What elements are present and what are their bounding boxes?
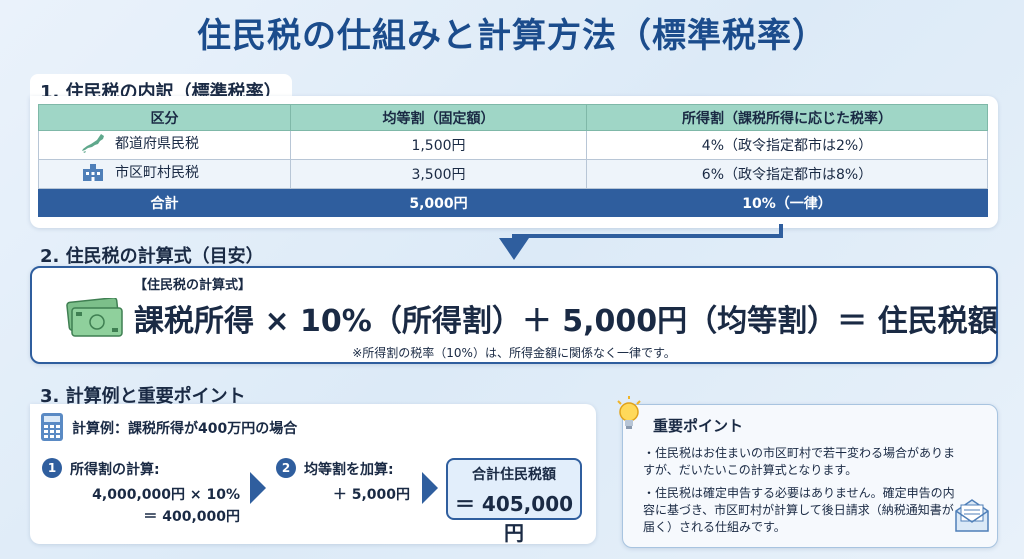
step2-title: 均等割を加算: [304,462,394,478]
mail-icon [955,499,989,532]
important-title: 重要ポイント [653,417,744,435]
breakdown-card: 区分 均等割（固定額） 所得割（課税所得に応じた税率） 都道府県民税 1,500… [30,96,998,228]
city-hall-icon [83,164,103,181]
step1-result: ＝ 400,000円 [143,509,240,525]
connector-line [779,224,783,238]
step-number: 1 [42,458,62,478]
fixed-amount-cell: 1,500円 [290,130,587,160]
step2-calc: ＋ 5,000円 [332,487,410,503]
chevron-right-icon [250,472,266,504]
money-icon [66,298,123,337]
example-title: 計算例：課税所得が400万円の場合 [72,421,298,437]
rate-cell: 4%（政令指定都市は2%） [586,130,988,160]
connector-line [512,234,783,238]
total-row: 合計 5,000円 10%（一律） [38,188,988,217]
japan-map-icon [82,134,104,153]
column-header: 均等割（固定額） [290,104,587,131]
chevron-right-icon [422,472,438,504]
rate-cell: 10%（一律） [586,188,988,217]
important-points-card: 重要ポイント ・住民税はお住まいの市区町村で若干変わる場合がありますが、だいたい… [622,404,998,548]
lightbulb-icon [617,396,641,429]
fixed-amount-cell: 3,500円 [290,159,587,189]
step1-calc: 4,000,000円 × 10% [92,487,240,503]
column-header: 区分 [38,104,291,131]
step-number: 2 [276,458,296,478]
section3-heading: 3. 計算例と重要ポイント [40,386,246,407]
formula-text: 課税所得 × 10%（所得割）＋ 5,000円（均等割）＝ 住民税額 [134,304,998,339]
formula-card: 【住民税の計算式】 課税所得 × 10%（所得割）＋ 5,000円（均等割）＝ … [30,266,998,364]
row-category: 市区町村民税 [115,165,199,181]
important-bullet: ・住民税はお住まいの市区町村で若干変わる場合がありますが、だいたいこの計算式とな… [643,446,956,477]
example-card: 計算例：課税所得が400万円の場合 1 所得割の計算: 4,000,000円 ×… [30,404,596,545]
total-label: 合計住民税額 [472,467,556,483]
column-header: 所得割（課税所得に応じた税率） [586,104,988,131]
table-row: 市区町村民税 3,500円 6%（政令指定都市は8%） [38,159,988,189]
fixed-amount-cell: 5,000円 [290,188,587,217]
step1-title: 所得割の計算: [70,462,160,478]
row-category: 都道府県民税 [115,136,199,152]
row-category: 合計 [38,188,291,217]
down-arrow-icon [499,238,529,260]
table-header-row: 区分 均等割（固定額） 所得割（課税所得に応じた税率） [38,104,988,131]
formula-label: 【住民税の計算式】 [134,278,252,293]
breakdown-table: 区分 均等割（固定額） 所得割（課税所得に応じた税率） 都道府県民税 1,500… [38,104,988,217]
calculator-icon [41,413,63,441]
important-bullet: ・住民税は確定申告する必要はありません。確定申告の内容に基づき、市区町村が計算し… [643,486,955,534]
table-row: 都道府県民税 1,500円 4%（政令指定都市は2%） [38,130,988,160]
page-title: 住民税の仕組みと計算方法（標準税率） [197,16,827,56]
total-value: ＝ 405,000円 [454,492,574,545]
total-tax-box: 合計住民税額 ＝ 405,000円 [446,458,582,545]
section2-heading: 2. 住民税の計算式（目安） [40,246,264,267]
formula-note: ※所得割の税率（10%）は、所得金額に関係なく一律です。 [352,346,676,360]
rate-cell: 6%（政令指定都市は8%） [586,159,988,189]
